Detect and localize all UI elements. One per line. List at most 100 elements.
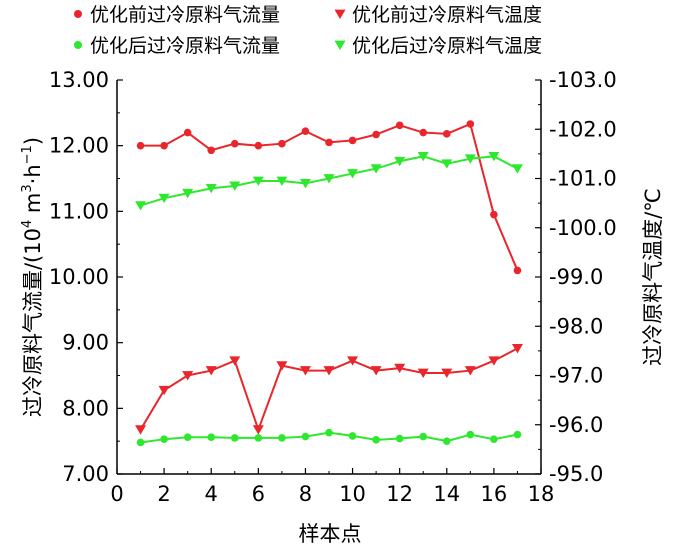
data-point xyxy=(158,385,170,396)
x-tick-label: 8 xyxy=(299,482,312,506)
data-point xyxy=(254,141,263,150)
data-point xyxy=(160,435,168,443)
right-y-axis-title: 过冷原料气温度/℃ xyxy=(641,188,665,366)
series-line xyxy=(139,347,518,433)
legend-label: 优化后过冷原料气流量 xyxy=(90,35,280,57)
x-tick-label: 10 xyxy=(339,482,366,506)
data-point xyxy=(323,174,335,184)
data-point xyxy=(135,425,147,435)
legend-label: 优化后过冷原料气温度 xyxy=(352,35,542,57)
legend-label: 优化前过冷原料气温度 xyxy=(352,4,542,26)
right-y-tick-label: -97.0 xyxy=(549,364,603,388)
legend-entry: 优化后过冷原料气流量 xyxy=(74,35,280,57)
data-point xyxy=(160,141,168,150)
left-y-axis-title-dot: ·h xyxy=(21,164,45,184)
data-point xyxy=(276,361,288,371)
left-y-axis-title-exp3: −1 xyxy=(20,145,35,164)
right-y-tick-label: -103.0 xyxy=(549,68,617,92)
data-point xyxy=(464,154,476,164)
data-point xyxy=(252,176,264,186)
data-point xyxy=(136,438,145,447)
left-y-tick-label: 7.00 xyxy=(62,462,109,486)
legend-entry: 优化前过冷原料气流量 xyxy=(74,4,280,26)
data-point xyxy=(466,120,475,128)
data-point xyxy=(230,139,239,148)
data-point xyxy=(513,266,522,275)
data-point xyxy=(370,366,382,376)
data-point xyxy=(301,127,310,136)
data-point xyxy=(417,151,429,162)
data-point xyxy=(135,201,147,211)
x-tick-label: 12 xyxy=(386,482,413,506)
data-point xyxy=(372,130,380,139)
left-y-tick-label: 8.00 xyxy=(62,396,109,420)
data-point xyxy=(278,139,286,148)
right-y-tick-label: -96.0 xyxy=(549,413,603,437)
data-point xyxy=(205,366,217,376)
data-point xyxy=(183,128,192,137)
data-point xyxy=(511,164,523,174)
data-point xyxy=(419,432,428,441)
data-point xyxy=(419,128,428,137)
x-tick-label: 6 xyxy=(252,482,265,506)
legend-entry: 优化后过冷原料气温度 xyxy=(334,35,542,57)
data-point xyxy=(511,344,523,354)
right-y-tick-label: -99.0 xyxy=(549,265,603,289)
x-tick-label: 0 xyxy=(110,482,123,506)
data-point xyxy=(299,366,311,376)
data-point xyxy=(370,164,382,174)
left-y-axis-title-main: 过冷原料气流量/(10 xyxy=(21,228,45,417)
x-tick-label: 2 xyxy=(157,482,170,506)
data-point xyxy=(205,183,217,194)
data-point xyxy=(276,176,288,186)
data-point xyxy=(182,188,194,199)
right-y-tick-label: -102.0 xyxy=(549,117,617,141)
data-point xyxy=(252,425,264,435)
data-point xyxy=(442,437,451,445)
data-point xyxy=(395,434,404,443)
legend-marker xyxy=(74,10,82,18)
left-y-tick-label: 9.00 xyxy=(62,331,109,355)
data-point xyxy=(466,430,475,439)
data-point xyxy=(301,432,310,441)
right-y-tick-label: -98.0 xyxy=(549,314,603,338)
data-point xyxy=(182,371,194,381)
data-point xyxy=(372,436,380,444)
series-1 xyxy=(135,344,523,435)
data-point xyxy=(229,181,241,191)
data-point xyxy=(207,433,216,442)
data-point xyxy=(278,434,286,442)
axes: 0 2 4 6 8 10 12 14 16 18 7.00 8.00 9.00 10.00 11.00 12.… xyxy=(49,68,617,506)
left-y-axis-title: 过冷原料气流量/(104 m3·h−1) xyxy=(20,137,45,417)
legend-marker xyxy=(334,9,346,19)
data-point xyxy=(254,434,263,442)
data-point xyxy=(441,159,453,169)
data-point xyxy=(325,428,333,437)
data-point xyxy=(490,435,498,443)
x-tick-label: 14 xyxy=(433,482,460,506)
left-y-tick-label: 11.00 xyxy=(49,199,109,223)
data-point xyxy=(230,434,239,442)
left-y-tick-label: 13.00 xyxy=(49,68,109,92)
data-point xyxy=(513,430,522,439)
series-2 xyxy=(136,428,522,447)
right-y-tick-label: -95.0 xyxy=(549,462,603,486)
data-point xyxy=(207,146,216,155)
legend-marker xyxy=(74,41,82,49)
data-point xyxy=(348,432,357,440)
data-point xyxy=(490,210,498,219)
left-y-axis-title-exp2: 3 xyxy=(20,184,35,192)
data-point xyxy=(347,169,359,179)
legend-label: 优化前过冷原料气流量 xyxy=(90,4,280,26)
data-point xyxy=(441,368,453,378)
data-point xyxy=(442,130,451,138)
series-0 xyxy=(136,120,522,275)
right-y-tick-label: -100.0 xyxy=(549,216,617,240)
legend-entry: 优化前过冷原料气温度 xyxy=(334,4,542,26)
data-point xyxy=(325,138,333,147)
data-point xyxy=(488,151,500,162)
data-point xyxy=(395,121,404,130)
series-3 xyxy=(135,151,523,211)
left-y-tick-label: 10.00 xyxy=(49,265,109,289)
